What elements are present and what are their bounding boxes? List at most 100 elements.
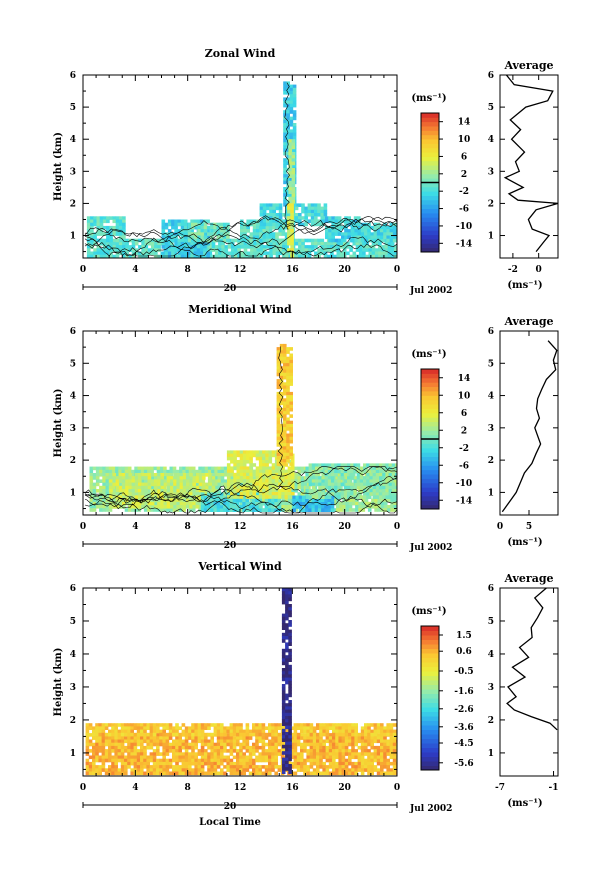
heatmap-cell bbox=[114, 752, 118, 756]
colorbar-band bbox=[421, 121, 439, 127]
colorbar-band bbox=[421, 425, 439, 431]
heatmap-cell bbox=[342, 508, 346, 512]
heatmap-cell bbox=[316, 755, 320, 760]
heatmap-cell bbox=[230, 238, 235, 243]
heatmap-cell bbox=[108, 745, 112, 750]
heatmap-cell bbox=[266, 222, 270, 227]
heatmap-cell bbox=[300, 492, 305, 496]
heatmap-cell bbox=[331, 235, 335, 240]
heatmap-cell bbox=[312, 758, 317, 763]
heatmap-cell bbox=[310, 213, 315, 217]
heatmap-cell bbox=[246, 235, 250, 240]
heatmap-cell bbox=[288, 174, 292, 178]
heatmap-cell bbox=[283, 407, 287, 412]
heatmap-cell bbox=[190, 251, 194, 256]
heatmap-cell bbox=[347, 232, 351, 236]
heatmap-cell bbox=[216, 498, 221, 503]
heatmap-cell bbox=[176, 498, 180, 503]
heatmap-cell bbox=[134, 501, 139, 506]
heatmap-cell bbox=[144, 489, 148, 493]
heatmap-cell bbox=[141, 245, 145, 249]
heatmap-cell bbox=[157, 492, 161, 496]
heatmap-cell bbox=[278, 466, 282, 470]
heatmap-cell bbox=[287, 479, 292, 483]
heatmap-cell bbox=[303, 749, 307, 753]
heatmap-cell bbox=[347, 235, 351, 240]
heatmap-cell bbox=[276, 385, 281, 390]
heatmap-cell bbox=[274, 745, 278, 750]
heatmap-cell bbox=[176, 489, 180, 493]
heatmap-cell bbox=[230, 495, 234, 499]
heatmap-cell bbox=[161, 219, 166, 224]
heatmap-cell bbox=[262, 488, 266, 493]
heatmap-cell bbox=[150, 479, 155, 483]
heatmap-cell bbox=[395, 495, 397, 499]
heatmap-cell bbox=[337, 219, 342, 224]
heatmap-cell bbox=[226, 456, 231, 461]
heatmap-cell bbox=[294, 508, 298, 512]
heatmap-cell bbox=[134, 476, 139, 480]
heatmap-cell bbox=[286, 455, 290, 460]
heatmap-cell bbox=[283, 177, 287, 181]
heatmap-cell bbox=[234, 251, 238, 256]
heatmap-cell bbox=[367, 749, 371, 753]
heatmap-cell bbox=[328, 238, 332, 243]
heatmap-cell bbox=[150, 492, 155, 496]
heatmap-cell bbox=[306, 749, 310, 753]
heatmap-cell bbox=[320, 213, 324, 217]
heatmap-cell bbox=[283, 372, 287, 377]
heatmap-cell bbox=[381, 251, 385, 256]
heatmap-cell bbox=[196, 254, 201, 258]
heatmap-cell bbox=[105, 498, 110, 503]
heatmap-cell bbox=[292, 87, 297, 92]
heatmap-cell bbox=[236, 469, 241, 474]
heatmap-cell bbox=[282, 245, 286, 249]
heatmap-cell bbox=[321, 502, 325, 506]
heatmap-cell bbox=[311, 498, 316, 503]
heatmap-cell bbox=[164, 245, 169, 249]
heatmap-cell bbox=[290, 209, 294, 214]
heatmap-cell bbox=[131, 492, 136, 496]
heatmap-cell bbox=[252, 485, 257, 490]
heatmap-cell bbox=[334, 482, 338, 487]
heatmap-cell bbox=[219, 229, 224, 233]
heatmap-cell bbox=[154, 482, 158, 487]
heatmap-cell bbox=[214, 489, 218, 493]
heatmap-cell bbox=[230, 460, 234, 464]
heatmap-cell bbox=[106, 225, 110, 230]
heatmap-cell bbox=[284, 235, 289, 240]
heatmap-cell bbox=[355, 245, 360, 249]
heatmap-cell bbox=[379, 469, 383, 474]
heatmap-cell bbox=[200, 222, 205, 227]
heatmap-cell bbox=[219, 235, 224, 240]
heatmap-cell bbox=[262, 251, 267, 256]
heatmap-cell bbox=[186, 498, 190, 503]
heatmap-cell bbox=[183, 219, 188, 224]
heatmap-cell bbox=[161, 241, 166, 246]
heatmap-cell bbox=[387, 505, 391, 509]
heatmap-cell bbox=[111, 736, 115, 740]
panel-title: Meridional Wind bbox=[188, 303, 292, 316]
colorbar-band bbox=[421, 369, 439, 374]
heatmap-cell bbox=[286, 366, 290, 370]
heatmap-cell bbox=[102, 476, 106, 480]
heatmap-cell bbox=[200, 749, 205, 753]
heatmap-cell bbox=[325, 216, 329, 220]
heatmap-cell bbox=[289, 91, 294, 95]
colorbar-band bbox=[421, 382, 439, 387]
heatmap-cell bbox=[288, 155, 292, 159]
heatmap-cell bbox=[369, 479, 373, 483]
heatmap-cell bbox=[252, 225, 257, 230]
heatmap-cell bbox=[217, 489, 222, 493]
heatmap-cell bbox=[258, 460, 263, 464]
heatmap-cell bbox=[186, 482, 190, 487]
heatmap-cell bbox=[156, 739, 160, 744]
colorbar-band bbox=[421, 452, 439, 457]
heatmap-cell bbox=[367, 222, 371, 227]
heatmap-cell bbox=[127, 752, 131, 756]
heatmap-cell bbox=[307, 206, 312, 211]
heatmap-cell bbox=[334, 229, 339, 233]
heatmap-cell bbox=[272, 238, 276, 243]
heatmap-cell bbox=[143, 752, 147, 756]
heatmap-cell bbox=[370, 238, 374, 243]
